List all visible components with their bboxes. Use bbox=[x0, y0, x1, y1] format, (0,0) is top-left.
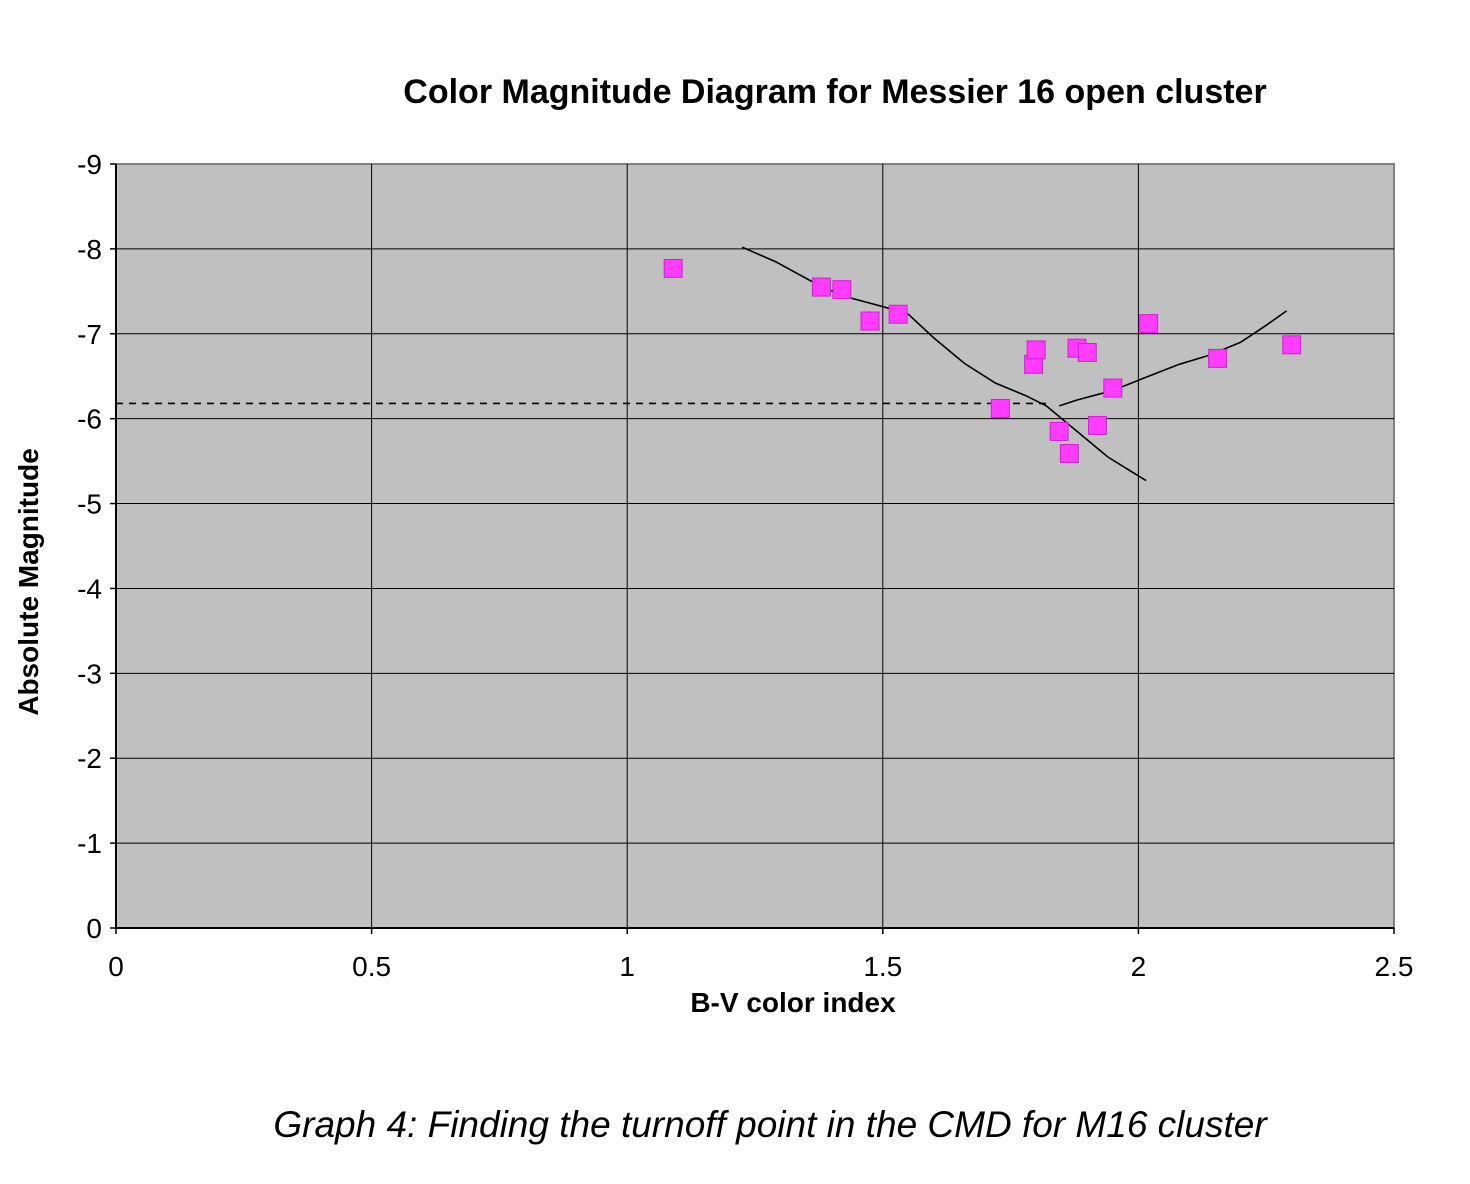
chart: Color Magnitude Diagram for Messier 16 o… bbox=[13, 73, 1413, 1018]
chart-title: Color Magnitude Diagram for Messier 16 o… bbox=[403, 73, 1266, 111]
y-tick-label: -8 bbox=[77, 234, 102, 265]
data-point bbox=[860, 311, 880, 331]
data-point bbox=[1026, 340, 1046, 360]
axes bbox=[115, 164, 1394, 929]
y-tick-label: 0 bbox=[86, 913, 102, 944]
y-tick-label: -5 bbox=[77, 489, 102, 520]
y-tick-label: -6 bbox=[77, 404, 102, 435]
x-tick-label: 2 bbox=[1131, 951, 1147, 982]
fit-curve bbox=[1058, 310, 1288, 407]
data-point bbox=[1059, 443, 1079, 463]
y-tick-label: -4 bbox=[77, 573, 102, 604]
data-point bbox=[1049, 421, 1069, 441]
plot-area bbox=[115, 163, 1395, 929]
y-tick-label: -7 bbox=[77, 319, 102, 350]
figure-caption: Graph 4: Finding the turnoff point in th… bbox=[273, 1104, 1267, 1145]
y-tick-label: -1 bbox=[77, 828, 102, 859]
x-tick-label: 0 bbox=[108, 951, 124, 982]
data-point bbox=[832, 280, 852, 300]
x-tick-label: 1 bbox=[619, 951, 635, 982]
data-point bbox=[1103, 378, 1123, 398]
data-point bbox=[1139, 314, 1159, 334]
data-point bbox=[1077, 342, 1097, 362]
data-points bbox=[663, 258, 1302, 463]
y-tick-label: -3 bbox=[77, 658, 102, 689]
x-tick-label: 0.5 bbox=[352, 951, 391, 982]
data-point bbox=[1282, 335, 1302, 355]
x-tick-label: 1.5 bbox=[863, 951, 902, 982]
y-axis-label: Absolute Magnitude bbox=[13, 448, 44, 716]
y-tick-label: -9 bbox=[77, 149, 102, 180]
data-point bbox=[1208, 348, 1228, 368]
y-axis-ticks: -9 -8 -7 -6 -5 -4 -3 -2 -1 0 bbox=[77, 149, 116, 944]
x-tick-label: 2.5 bbox=[1375, 951, 1414, 982]
x-axis-ticks: 0 0.5 1 1.5 2 2.5 bbox=[108, 928, 1413, 982]
x-axis-label: B-V color index bbox=[690, 987, 896, 1018]
y-tick-label: -2 bbox=[77, 743, 102, 774]
data-point bbox=[811, 277, 831, 297]
data-point bbox=[888, 304, 908, 324]
data-point bbox=[990, 398, 1010, 418]
data-point bbox=[1088, 415, 1108, 435]
grid bbox=[116, 164, 1394, 928]
data-point bbox=[663, 258, 683, 278]
